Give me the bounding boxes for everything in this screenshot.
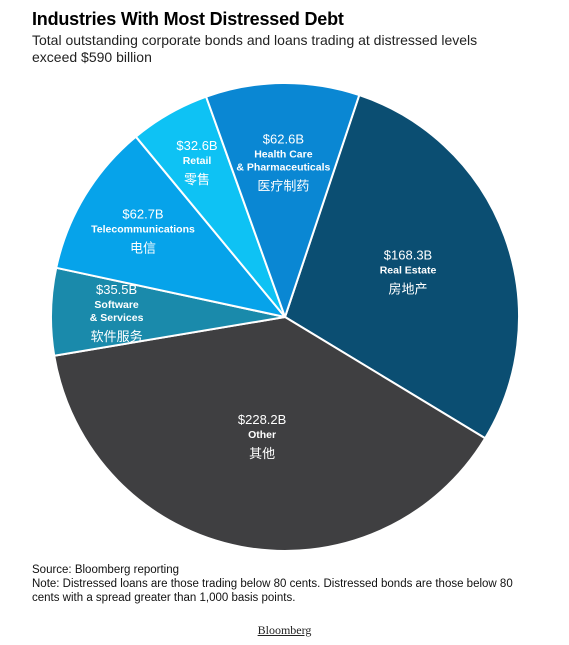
slice-category-label: Real Estate — [380, 264, 437, 276]
source-note: Source: Bloomberg reporting — [32, 564, 180, 576]
pie-slice-telecommunications[interactable] — [55, 135, 286, 318]
slice-category-label: Telecommunications — [91, 223, 195, 235]
pie-slice-group-telecommunications: $62.7B Telecommunications 电信 — [55, 135, 286, 318]
slice-category-label: & Services — [90, 312, 144, 324]
slice-category-label: Software — [94, 299, 139, 311]
slice-value-label: $228.2B — [238, 412, 286, 427]
slice-category-label: Health Care — [254, 149, 313, 161]
pie-slice-group-real-estate: $168.3B Real Estate 房地产 — [284, 94, 521, 440]
pie-slice-group-health-care-and-pharmaceuticals: $62.6B Health Care& Pharmaceuticals 医疗制药 — [205, 82, 361, 318]
slice-value-label: $168.3B — [384, 247, 432, 262]
bloomberg-logo-link[interactable]: Bloomberg — [257, 623, 312, 637]
chart-subtitle: Total outstanding corporate bonds and lo… — [32, 32, 478, 65]
pie-slice-real-estate[interactable] — [284, 94, 521, 440]
pie-slice-other[interactable] — [53, 316, 487, 553]
slice-value-label: $62.6B — [263, 132, 304, 147]
slice-category-label-zh: 房地产 — [388, 281, 427, 296]
slice-category-label-zh: 零售 — [184, 172, 210, 187]
slice-category-label: & Pharmaceuticals — [236, 162, 330, 174]
slice-value-label: $35.5B — [96, 282, 137, 297]
slice-category-label-zh: 其他 — [249, 446, 275, 461]
pie-slice-health-care-and-pharmaceuticals[interactable] — [205, 82, 361, 318]
slice-category-label-zh: 软件服务 — [91, 329, 143, 344]
slice-value-label: $32.6B — [176, 138, 217, 153]
slice-value-label: $62.7B — [122, 206, 163, 221]
slice-category-label: Retail — [183, 155, 212, 167]
footer: Source: Bloomberg reporting Note: Distre… — [32, 563, 542, 605]
slice-category-label: Other — [248, 429, 276, 441]
pie-chart: $168.3B Real Estate 房地产 $228.2B Other 其他 $35.5… — [50, 82, 521, 553]
pie-slice-group-other: $228.2B Other 其他 — [53, 316, 487, 553]
chart-title: Industries With Most Distressed Debt — [32, 9, 344, 29]
methodology-note: Note: Distressed loans are those trading… — [32, 578, 513, 604]
slice-category-label-zh: 电信 — [130, 240, 156, 255]
slice-category-label-zh: 医疗制药 — [257, 179, 309, 194]
